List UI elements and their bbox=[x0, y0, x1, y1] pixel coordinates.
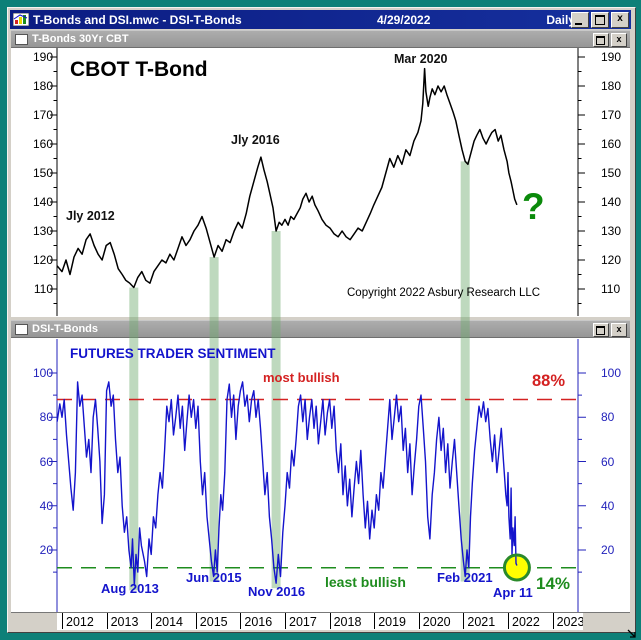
year-tick bbox=[508, 613, 509, 629]
price-panel-maximize-button[interactable] bbox=[593, 33, 609, 47]
year-tick bbox=[463, 613, 465, 629]
year-label: 2016 bbox=[244, 615, 273, 629]
maximize-button[interactable] bbox=[591, 12, 609, 28]
maximize-icon bbox=[595, 15, 605, 25]
x-axis-right-gutter bbox=[583, 612, 630, 630]
price-panel-title: T-Bonds 30Yr CBT bbox=[32, 33, 129, 45]
year-label: 2015 bbox=[199, 615, 228, 629]
panel-icon bbox=[15, 323, 28, 335]
year-label: 2021 bbox=[467, 615, 496, 629]
year-label: 2023 bbox=[556, 615, 585, 629]
year-tick bbox=[240, 613, 242, 629]
resize-grip-icon[interactable] bbox=[627, 629, 637, 639]
price-panel-header[interactable]: T-Bonds 30Yr CBT x bbox=[11, 30, 630, 48]
year-label: 2018 bbox=[333, 615, 362, 629]
app-chart-icon bbox=[13, 13, 29, 26]
year-label: 2020 bbox=[422, 615, 451, 629]
year-tick bbox=[374, 613, 376, 629]
year-label: 2012 bbox=[66, 615, 94, 629]
x-axis-year-strip: 2012 2013 2014 2015 2016 2017 2018 2019 2020 2021… bbox=[57, 612, 585, 630]
sentiment-panel-close-button[interactable]: x bbox=[611, 323, 627, 337]
year-tick bbox=[329, 613, 331, 629]
minimize-button[interactable] bbox=[571, 12, 589, 28]
year-label: 2019 bbox=[378, 615, 406, 629]
price-chart-area bbox=[11, 46, 630, 317]
year-label: 2017 bbox=[289, 615, 317, 629]
periodicity-label[interactable]: Daily bbox=[546, 13, 575, 27]
year-tick bbox=[552, 613, 554, 629]
window-title: T-Bonds and DSI.mwc - DSI-T-Bonds bbox=[33, 12, 242, 27]
year-label: 2014 bbox=[155, 615, 183, 629]
panel-icon bbox=[15, 33, 28, 45]
x-axis-left-gutter bbox=[11, 612, 57, 630]
close-button[interactable]: x bbox=[611, 12, 629, 28]
sentiment-panel-maximize-button[interactable] bbox=[593, 323, 609, 337]
year-tick bbox=[418, 613, 420, 629]
year-label: 2022 bbox=[512, 615, 540, 629]
sentiment-panel-header[interactable]: DSI-T-Bonds x bbox=[11, 320, 630, 338]
sentiment-chart-area bbox=[11, 336, 630, 612]
title-bar[interactable]: T-Bonds and DSI.mwc - DSI-T-Bonds 4/29/2… bbox=[10, 10, 631, 29]
year-tick bbox=[151, 613, 153, 629]
year-tick bbox=[195, 613, 197, 629]
minimize-icon bbox=[575, 23, 582, 25]
year-tick bbox=[106, 613, 108, 629]
year-tick bbox=[285, 613, 286, 629]
year-label: 2013 bbox=[110, 615, 139, 629]
chart-date: 4/29/2022 bbox=[377, 13, 431, 27]
price-panel-close-button[interactable]: x bbox=[611, 33, 627, 47]
sentiment-panel-title: DSI-T-Bonds bbox=[32, 323, 98, 335]
year-tick bbox=[62, 613, 63, 629]
maximize-icon bbox=[596, 326, 605, 335]
maximize-icon bbox=[596, 36, 605, 45]
